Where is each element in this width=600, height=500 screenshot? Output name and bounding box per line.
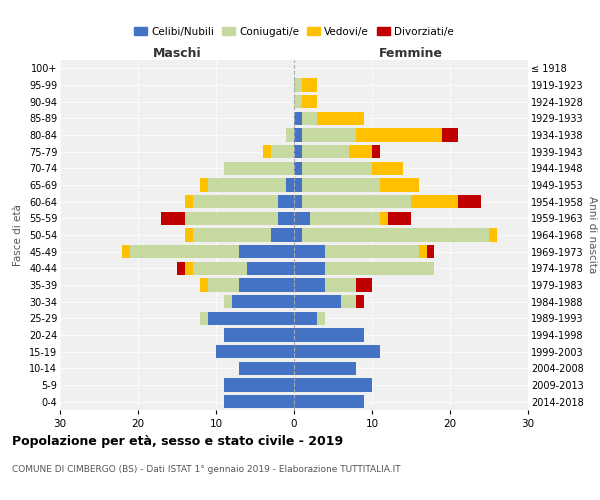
Bar (294, 328, 364, 342)
Bar (458, 195, 481, 208)
Bar (356, 128, 442, 141)
Bar (294, 378, 372, 392)
Bar (239, 362, 294, 375)
Bar (349, 145, 372, 158)
Bar (294, 145, 302, 158)
Bar (294, 95, 302, 108)
Bar (310, 212, 380, 225)
Bar (224, 328, 294, 342)
Bar (200, 312, 208, 325)
Legend: Celibi/Nubili, Coniugati/e, Vedovi/e, Divorziati/e: Celibi/Nubili, Coniugati/e, Vedovi/e, Di… (130, 22, 458, 41)
Bar (185, 228, 193, 241)
Bar (208, 178, 286, 192)
Bar (278, 195, 294, 208)
Bar (278, 212, 294, 225)
Bar (302, 78, 317, 92)
Bar (489, 228, 497, 241)
Bar (271, 145, 294, 158)
Bar (294, 128, 302, 141)
Bar (286, 128, 294, 141)
Bar (185, 212, 278, 225)
Bar (294, 245, 325, 258)
Bar (302, 195, 411, 208)
Bar (294, 228, 302, 241)
Bar (224, 162, 294, 175)
Bar (294, 162, 302, 175)
Bar (325, 278, 356, 291)
Bar (442, 128, 458, 141)
Bar (294, 262, 325, 275)
Bar (193, 195, 278, 208)
Bar (302, 112, 317, 125)
Bar (302, 228, 489, 241)
Bar (208, 278, 239, 291)
Text: Popolazione per età, sesso e stato civile - 2019: Popolazione per età, sesso e stato civil… (12, 435, 343, 448)
Bar (200, 178, 208, 192)
Bar (239, 278, 294, 291)
Bar (294, 278, 325, 291)
Bar (294, 395, 364, 408)
Bar (122, 245, 130, 258)
Y-axis label: Fasce di età: Fasce di età (13, 204, 23, 266)
Bar (302, 128, 356, 141)
Bar (130, 245, 239, 258)
Bar (263, 145, 271, 158)
Bar (372, 162, 403, 175)
Bar (380, 212, 388, 225)
Text: Femmine: Femmine (379, 47, 443, 60)
Bar (411, 195, 458, 208)
Bar (325, 262, 434, 275)
Bar (193, 228, 271, 241)
Bar (294, 362, 356, 375)
Bar (200, 278, 208, 291)
Bar (372, 145, 380, 158)
Bar (302, 95, 317, 108)
Bar (302, 178, 380, 192)
Bar (419, 245, 427, 258)
Bar (247, 262, 294, 275)
Bar (294, 112, 302, 125)
Bar (341, 295, 356, 308)
Text: COMUNE DI CIMBERGO (BS) - Dati ISTAT 1° gennaio 2019 - Elaborazione TUTTITALIA.I: COMUNE DI CIMBERGO (BS) - Dati ISTAT 1° … (12, 465, 401, 474)
Bar (294, 178, 302, 192)
Bar (208, 312, 294, 325)
Y-axis label: Anni di nascita: Anni di nascita (587, 196, 598, 274)
Bar (356, 278, 372, 291)
Bar (185, 195, 193, 208)
Bar (317, 312, 325, 325)
Bar (294, 295, 341, 308)
Bar (185, 262, 193, 275)
Bar (356, 295, 364, 308)
Bar (224, 395, 294, 408)
Bar (294, 212, 310, 225)
Bar (388, 212, 411, 225)
Bar (271, 228, 294, 241)
Bar (286, 178, 294, 192)
Bar (224, 378, 294, 392)
Bar (302, 145, 349, 158)
Bar (224, 295, 232, 308)
Bar (294, 345, 380, 358)
Bar (193, 262, 247, 275)
Text: Maschi: Maschi (152, 47, 202, 60)
Bar (380, 178, 419, 192)
Bar (294, 78, 302, 92)
Bar (216, 345, 294, 358)
Bar (427, 245, 434, 258)
Bar (161, 212, 185, 225)
Bar (325, 245, 419, 258)
Bar (294, 312, 317, 325)
Bar (232, 295, 294, 308)
Bar (302, 162, 372, 175)
Bar (317, 112, 364, 125)
Bar (177, 262, 185, 275)
Bar (294, 195, 302, 208)
Bar (239, 245, 294, 258)
